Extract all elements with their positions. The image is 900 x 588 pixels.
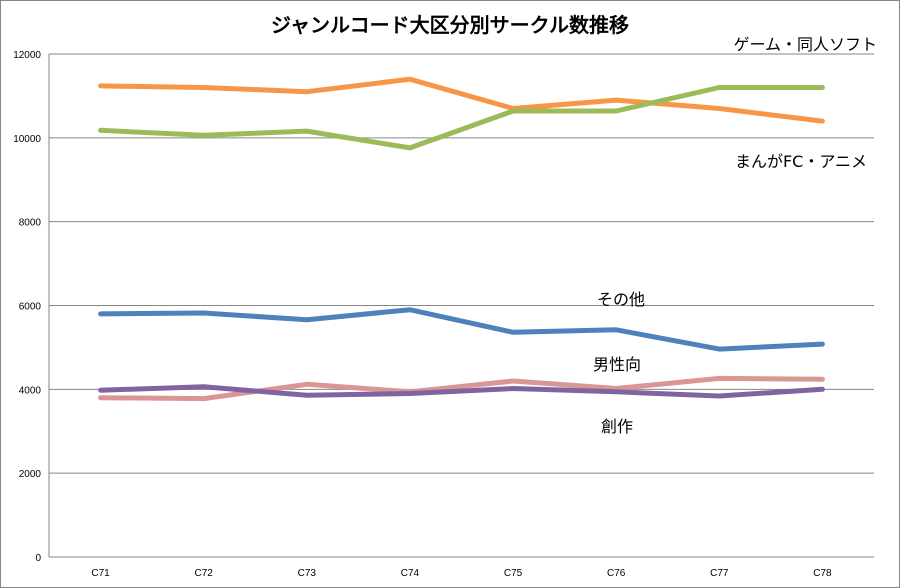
y-tick-label: 2000 — [19, 469, 42, 480]
series-label-3: 男性向 — [593, 355, 641, 374]
series-label-0: ゲーム・同人ソフト — [733, 35, 877, 54]
series-label-2: その他 — [597, 290, 645, 309]
y-tick-label: 12000 — [13, 50, 41, 61]
series-line-3 — [98, 375, 825, 402]
x-axis-ticks: C71 C72 C73 C74 C75 C76 C77 C78 — [91, 568, 832, 579]
y-axis-ticks: 0 2000 4000 6000 8000 10000 12000 — [13, 50, 41, 564]
y-tick-label: 0 — [35, 553, 41, 564]
x-tick-label: C71 — [91, 568, 110, 579]
y-tick-label: 10000 — [13, 134, 41, 145]
x-tick-label: C77 — [710, 568, 729, 579]
y-tick-label: 8000 — [19, 218, 42, 229]
x-tick-label: C73 — [298, 568, 317, 579]
series-label-4: 創作 — [601, 417, 633, 436]
y-tick-label: 6000 — [19, 302, 42, 313]
chart-title: ジャンルコード大区分別サークル数推移 — [271, 13, 629, 37]
x-tick-label: C75 — [504, 568, 523, 579]
series-label-1: まんがFC・アニメ — [735, 152, 867, 171]
x-tick-label: C72 — [195, 568, 214, 579]
series-line-1 — [98, 85, 825, 151]
series-lines — [98, 76, 825, 402]
series-line-4 — [98, 384, 825, 399]
series-line-0 — [98, 76, 825, 124]
series-line-2 — [98, 307, 825, 352]
x-tick-label: C78 — [813, 568, 832, 579]
y-tick-label: 4000 — [19, 385, 42, 396]
x-tick-label: C74 — [401, 568, 420, 579]
x-tick-label: C76 — [607, 568, 626, 579]
